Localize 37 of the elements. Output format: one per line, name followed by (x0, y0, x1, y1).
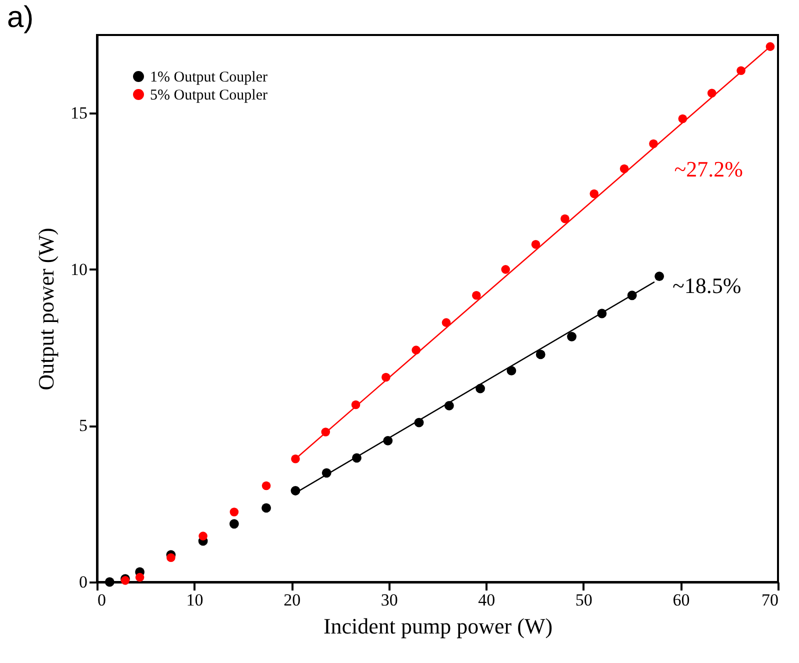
chart-title: a) (7, 1, 34, 34)
point (262, 503, 271, 513)
point (135, 572, 144, 582)
legend-label: 5% Output Coupler (150, 88, 268, 104)
point (654, 272, 664, 282)
point (506, 366, 516, 376)
point (531, 240, 540, 249)
y-tick-label: 0 (79, 572, 88, 592)
point (567, 332, 576, 342)
point (230, 508, 239, 516)
point (536, 350, 546, 360)
point (262, 481, 271, 490)
x-tick-label: 40 (478, 590, 496, 610)
point (472, 290, 481, 300)
point (442, 318, 451, 327)
y-tick-label: 15 (70, 104, 88, 123)
point (560, 214, 570, 224)
y-tick-label: 10 (70, 260, 88, 279)
annotation: ~18.5% (672, 272, 742, 298)
x-axis-title: Incident pump power (W) (323, 614, 553, 638)
point (104, 577, 114, 587)
legend-label: 1% Output Coupler (150, 70, 268, 86)
x-tick-label: 30 (380, 590, 398, 610)
point (198, 532, 208, 540)
point (590, 189, 599, 198)
x-tick-label: 70 (762, 590, 778, 610)
point (166, 553, 176, 562)
x-tick-label: 60 (672, 590, 690, 610)
y-tick-label: 5 (79, 416, 88, 436)
point (501, 265, 510, 274)
annotation: ~27.2% (674, 156, 743, 182)
x-tick-label: 20 (284, 590, 301, 610)
point (229, 519, 239, 529)
x-tick-label: 50 (575, 590, 592, 610)
x-tick-label: 10 (186, 590, 204, 610)
x-tick-label: 0 (98, 590, 106, 610)
y-axis-title: Output power (W) (34, 228, 58, 390)
